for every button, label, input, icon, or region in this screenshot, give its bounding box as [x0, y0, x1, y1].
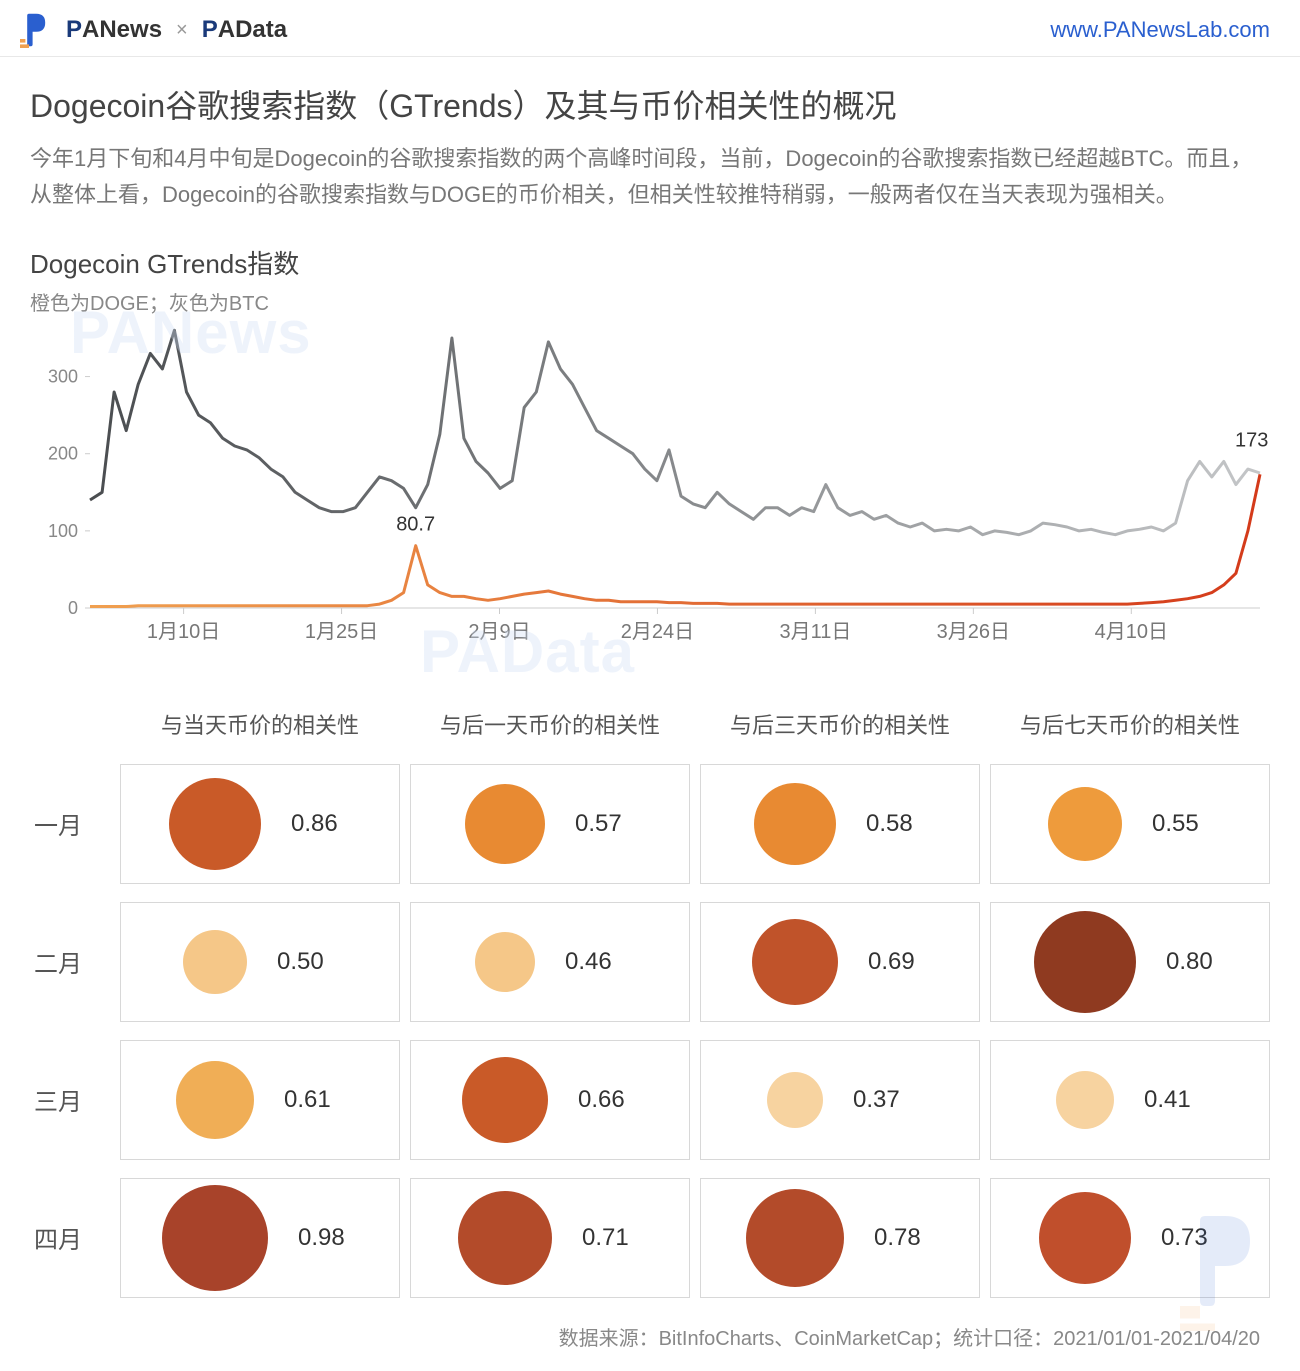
corr-cell: 0.80 [990, 902, 1270, 1022]
corr-column-header: 与后七天币价的相关性 [990, 698, 1270, 764]
corr-value: 0.58 [866, 810, 926, 838]
corr-cell: 0.66 [410, 1040, 690, 1160]
corr-value: 0.71 [582, 1224, 642, 1252]
corr-value: 0.46 [565, 948, 625, 976]
corr-row: 三月 0.61 0.66 0.37 0.41 [30, 1040, 1270, 1160]
header-bar: PANews × PAData www.PANewsLab.com [0, 0, 1300, 57]
corr-bubble [458, 1191, 552, 1285]
corr-cell: 0.78 [700, 1178, 980, 1298]
logo-separator: × [172, 19, 192, 42]
chart-svg: 0 100 200 300 1月10日 1月25日 2月9日 2月24日 3月11日 3月26日 4… [30, 328, 1270, 668]
corr-value: 0.86 [291, 810, 351, 838]
corr-value: 0.98 [298, 1224, 358, 1252]
corr-column-header: 与后三天币价的相关性 [700, 698, 980, 764]
corr-row: 二月 0.50 0.46 0.69 0.80 [30, 902, 1270, 1022]
svg-text:200: 200 [48, 443, 78, 463]
corr-cell: 0.98 [120, 1178, 400, 1298]
corr-value: 0.69 [868, 948, 928, 976]
corr-cell: 0.57 [410, 764, 690, 884]
svg-text:3月11日: 3月11日 [779, 621, 851, 643]
corr-bubble [162, 1185, 268, 1291]
corr-cell: 0.86 [120, 764, 400, 884]
corr-value: 0.55 [1152, 810, 1212, 838]
corr-bubble [767, 1072, 823, 1128]
corr-cell: 0.41 [990, 1040, 1270, 1160]
corr-row-label: 四月 [30, 1220, 110, 1255]
svg-text:2月9日: 2月9日 [468, 621, 530, 643]
svg-text:2月24日: 2月24日 [621, 621, 694, 643]
page-title: Dogecoin谷歌搜索指数（GTrends）及其与币价相关性的概况 [30, 81, 1270, 127]
content: Dogecoin谷歌搜索指数（GTrends）及其与币价相关性的概况 今年1月下… [0, 57, 1300, 1371]
corr-bubble [746, 1189, 844, 1287]
corr-bubble [1056, 1071, 1114, 1129]
corr-row-label: 二月 [30, 944, 110, 979]
corr-column-header: 与后一天币价的相关性 [410, 698, 690, 764]
corr-bubble [169, 778, 261, 870]
corr-bubble [1034, 911, 1136, 1013]
svg-text:80.7: 80.7 [396, 513, 435, 535]
corr-row: 一月 0.86 0.57 0.58 0.55 [30, 764, 1270, 884]
corr-bubble [752, 919, 838, 1005]
corr-rows: 一月 0.86 0.57 0.58 0.55 二月 0.50 0.46 0.69 0.80 三月 0.… [30, 764, 1270, 1298]
corr-bubble [176, 1061, 254, 1139]
corr-value: 0.37 [853, 1086, 913, 1114]
panews-logo-icon [20, 12, 56, 48]
corr-bubble [1048, 787, 1122, 861]
svg-text:1月10日: 1月10日 [147, 621, 220, 643]
corr-cell: 0.71 [410, 1178, 690, 1298]
corr-cell: 0.69 [700, 902, 980, 1022]
corr-cell: 0.37 [700, 1040, 980, 1160]
correlation-table: 与当天币价的相关性与后一天币价的相关性与后三天币价的相关性与后七天币价的相关性 … [30, 698, 1270, 1298]
corr-value: 0.61 [284, 1086, 344, 1114]
chart-title: Dogecoin GTrends指数 [30, 244, 1270, 281]
description: 今年1月下旬和4月中旬是Dogecoin的谷歌搜索指数的两个高峰时间段，当前，D… [30, 141, 1270, 214]
line-chart: PANews 01002003001月10日1月25日2月9日2月24日3月11… [30, 328, 1270, 668]
logo-panews: PANews [66, 16, 162, 44]
corr-cell: 0.55 [990, 764, 1270, 884]
svg-text:300: 300 [48, 366, 78, 386]
svg-text:100: 100 [48, 520, 78, 540]
corr-cell: 0.46 [410, 902, 690, 1022]
corr-bubble [754, 783, 836, 865]
svg-text:1月25日: 1月25日 [305, 621, 378, 643]
logo-padata: PAData [202, 16, 287, 44]
corner-watermark-icon [1180, 1211, 1280, 1331]
corr-column-header: 与当天币价的相关性 [120, 698, 400, 764]
corr-cell: 0.50 [120, 902, 400, 1022]
corr-bubble [465, 784, 545, 864]
corr-value: 0.78 [874, 1224, 934, 1252]
corr-headers: 与当天币价的相关性与后一天币价的相关性与后三天币价的相关性与后七天币价的相关性 [30, 698, 1270, 764]
header-link[interactable]: www.PANewsLab.com [1050, 17, 1270, 43]
corr-value: 0.50 [277, 948, 337, 976]
corr-bubble [462, 1057, 548, 1143]
svg-text:0: 0 [68, 598, 78, 618]
corr-bubble [1039, 1192, 1131, 1284]
chart-legend: 橙色为DOGE；灰色为BTC [30, 287, 1270, 316]
corr-value: 0.66 [578, 1086, 638, 1114]
corr-row-label: 一月 [30, 806, 110, 841]
svg-text:4月10日: 4月10日 [1095, 621, 1168, 643]
corr-value: 0.80 [1166, 948, 1226, 976]
svg-text:3月26日: 3月26日 [937, 621, 1010, 643]
corr-row-label: 三月 [30, 1082, 110, 1117]
corr-cell: 0.58 [700, 764, 980, 884]
logo-group: PANews × PAData [20, 12, 287, 48]
corr-bubble [475, 932, 535, 992]
corr-value: 0.41 [1144, 1086, 1204, 1114]
corr-cell: 0.61 [120, 1040, 400, 1160]
corr-row: 四月0.980.710.780.73 [30, 1178, 1270, 1298]
corr-value: 0.57 [575, 810, 635, 838]
svg-text:173.3: 173.3 [1235, 429, 1270, 451]
corr-bubble [183, 930, 247, 994]
